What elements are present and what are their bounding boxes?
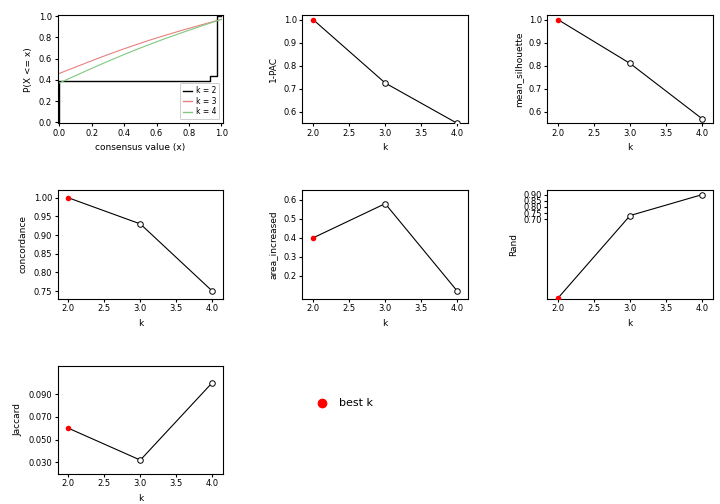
Y-axis label: P(X <= x): P(X <= x) xyxy=(24,47,33,92)
Y-axis label: mean_silhouette: mean_silhouette xyxy=(514,31,523,107)
Text: best k: best k xyxy=(339,399,373,408)
Y-axis label: concordance: concordance xyxy=(19,215,28,274)
Y-axis label: area_increased: area_increased xyxy=(269,210,278,279)
Legend: k = 2, k = 3, k = 4: k = 2, k = 3, k = 4 xyxy=(179,83,219,119)
X-axis label: k: k xyxy=(138,319,143,328)
X-axis label: k: k xyxy=(138,494,143,503)
X-axis label: k: k xyxy=(382,319,388,328)
X-axis label: k: k xyxy=(382,144,388,152)
X-axis label: k: k xyxy=(627,319,633,328)
X-axis label: consensus value (x): consensus value (x) xyxy=(95,144,186,152)
Y-axis label: 1-PAC: 1-PAC xyxy=(269,56,278,82)
Y-axis label: Jaccard: Jaccard xyxy=(14,403,23,436)
X-axis label: k: k xyxy=(627,144,633,152)
Y-axis label: Rand: Rand xyxy=(509,233,518,256)
